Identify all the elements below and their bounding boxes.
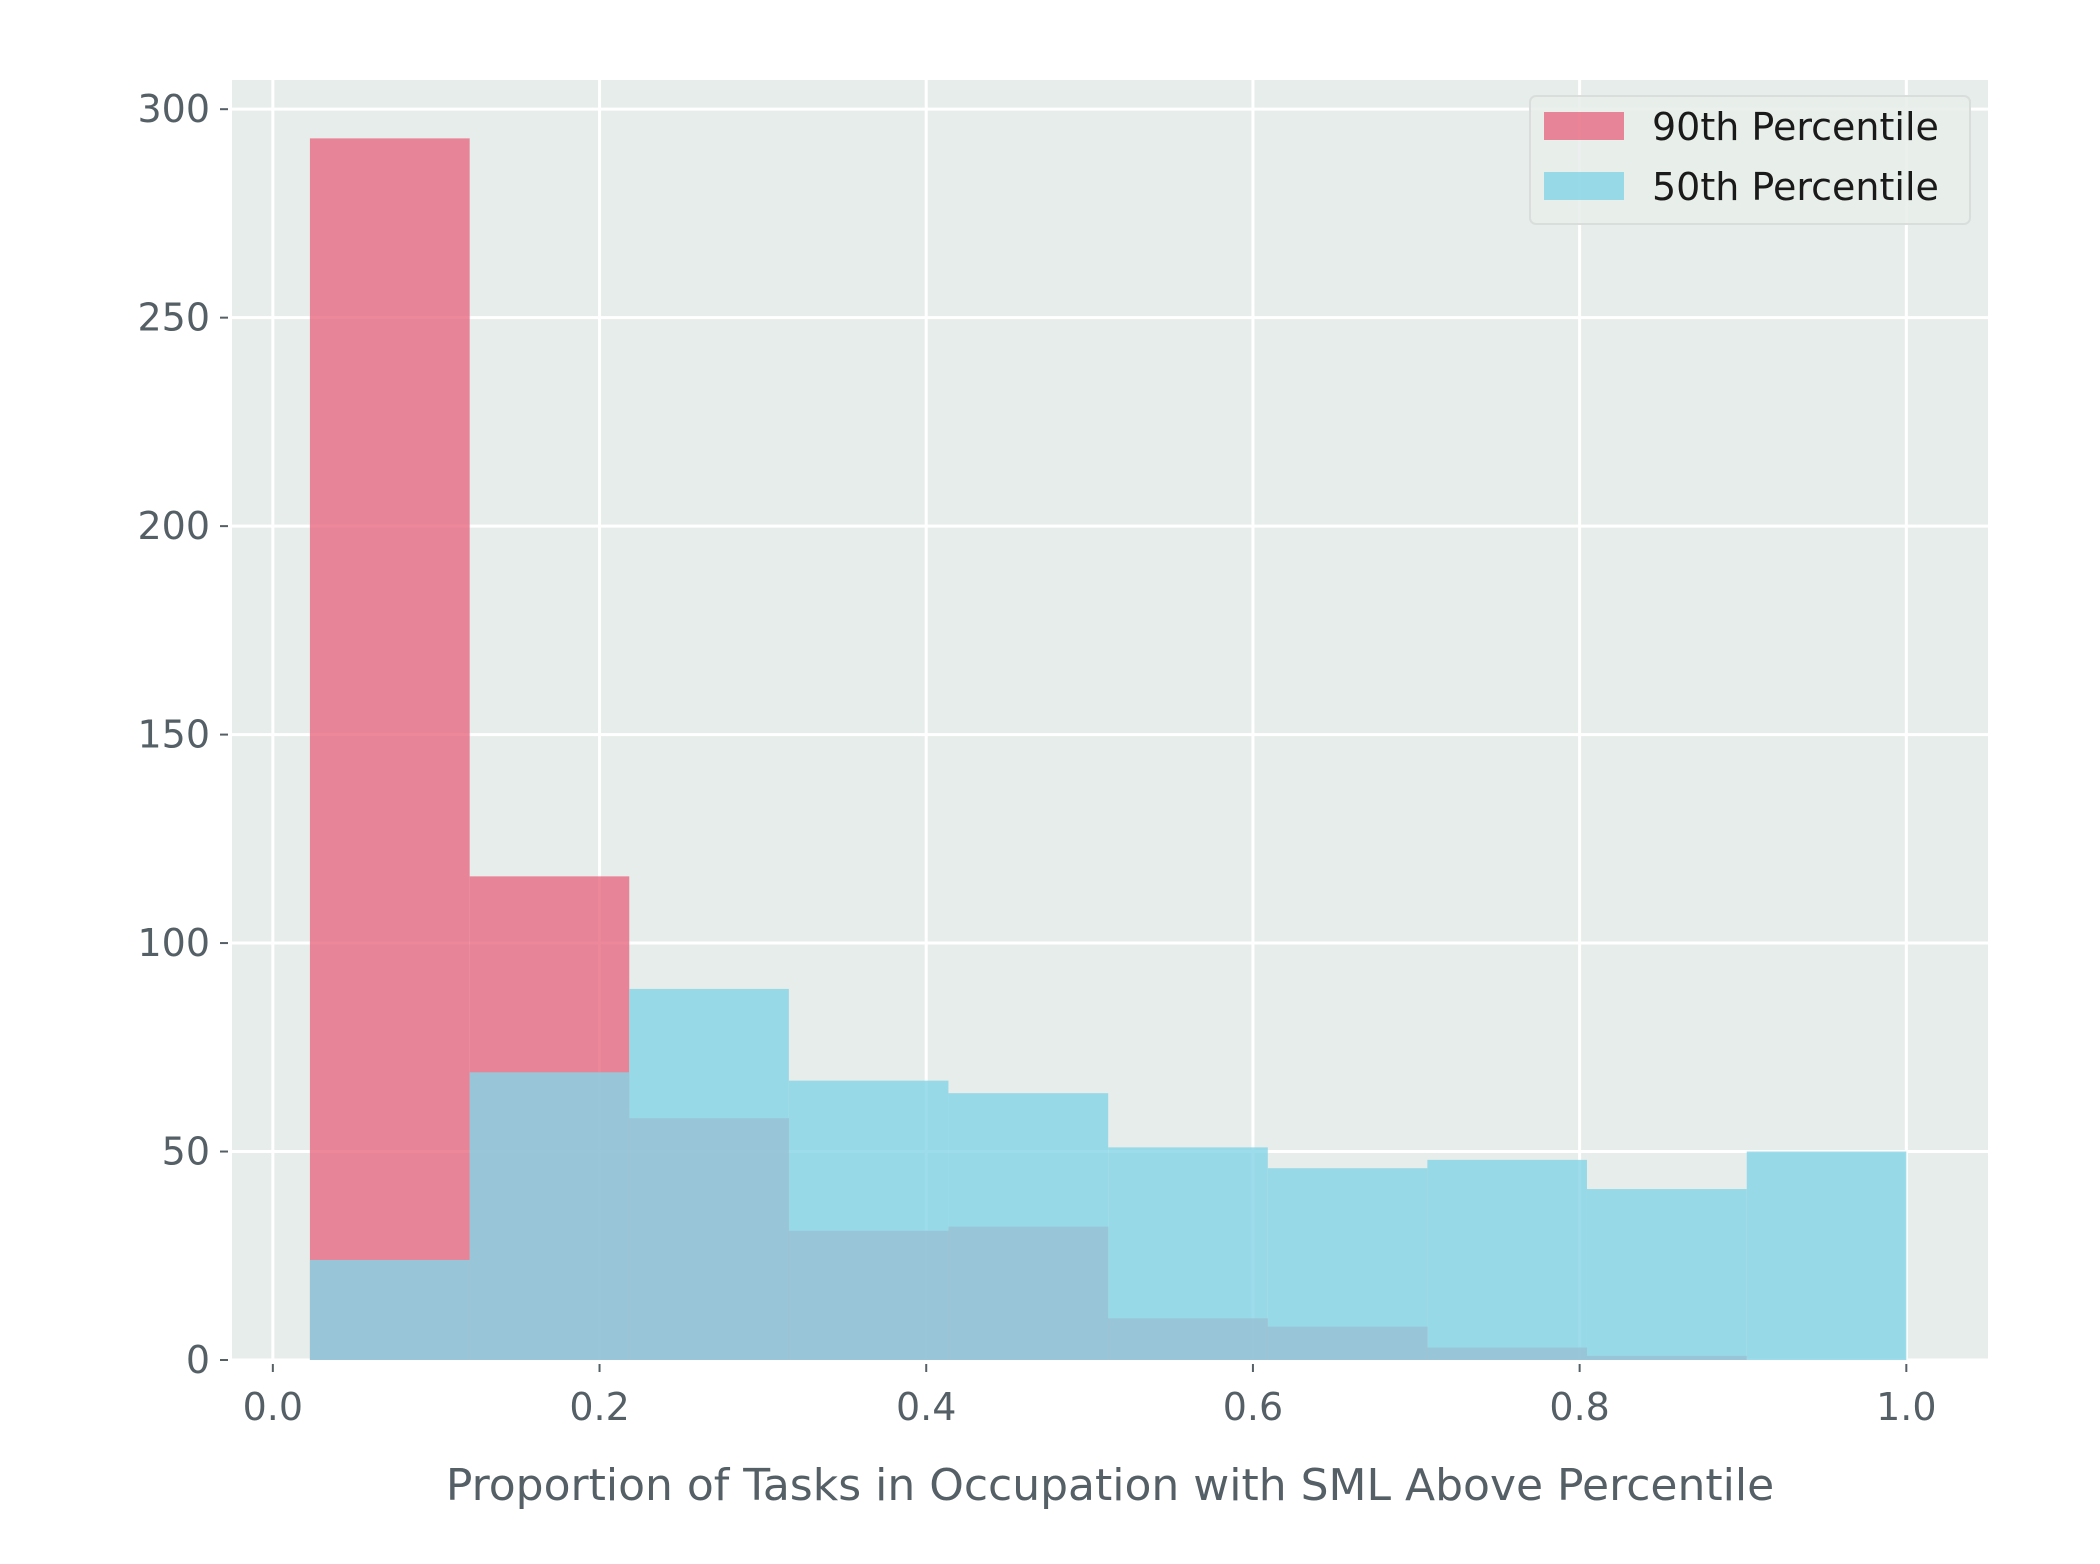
x-tick-label: 1.0 bbox=[1876, 1385, 1936, 1429]
series-50th-percentile bbox=[309, 988, 1907, 1360]
x-axis-label: Proportion of Tasks in Occupation with S… bbox=[446, 1460, 1774, 1511]
y-tick-label: 300 bbox=[137, 87, 210, 131]
y-tick-label: 100 bbox=[137, 921, 210, 965]
x-axis: 0.0 0.2 0.4 0.6 0.8 1.0 bbox=[243, 1364, 1937, 1429]
histogram-bar bbox=[1586, 1189, 1747, 1360]
x-tick-label: 0.2 bbox=[569, 1385, 629, 1429]
y-tick-label: 150 bbox=[137, 713, 210, 757]
x-tick-label: 0.6 bbox=[1223, 1385, 1283, 1429]
y-tick-label: 0 bbox=[186, 1338, 210, 1382]
histogram-bar bbox=[1427, 1159, 1587, 1360]
histogram-bar bbox=[309, 138, 470, 1360]
y-axis: 0 50 100 150 200 250 300 bbox=[137, 87, 228, 1382]
y-tick-label: 200 bbox=[137, 504, 210, 548]
legend-box bbox=[1529, 95, 1971, 225]
legend: 90th Percentile 50th Percentile bbox=[1529, 95, 1971, 225]
histogram-bar bbox=[1267, 1168, 1428, 1360]
histogram-bar bbox=[629, 988, 789, 1360]
legend-swatch-50th-percentile bbox=[1544, 172, 1624, 200]
legend-label-90th-percentile: 90th Percentile bbox=[1652, 105, 1939, 149]
histogram-bar bbox=[1746, 1151, 1907, 1360]
x-tick-label: 0.8 bbox=[1549, 1385, 1609, 1429]
x-tick-label: 0.0 bbox=[243, 1385, 303, 1429]
histogram-bar bbox=[309, 1259, 470, 1360]
histogram-bar bbox=[788, 1080, 949, 1360]
y-tick-label: 250 bbox=[137, 296, 210, 340]
legend-swatch-90th-percentile bbox=[1544, 112, 1624, 140]
histogram-bar bbox=[948, 1093, 1109, 1360]
histogram-bar bbox=[469, 1072, 630, 1360]
histogram-bar bbox=[1108, 1147, 1268, 1360]
x-tick-label: 0.4 bbox=[896, 1385, 956, 1429]
legend-label-50th-percentile: 50th Percentile bbox=[1652, 165, 1939, 209]
y-tick-label: 50 bbox=[162, 1130, 210, 1174]
